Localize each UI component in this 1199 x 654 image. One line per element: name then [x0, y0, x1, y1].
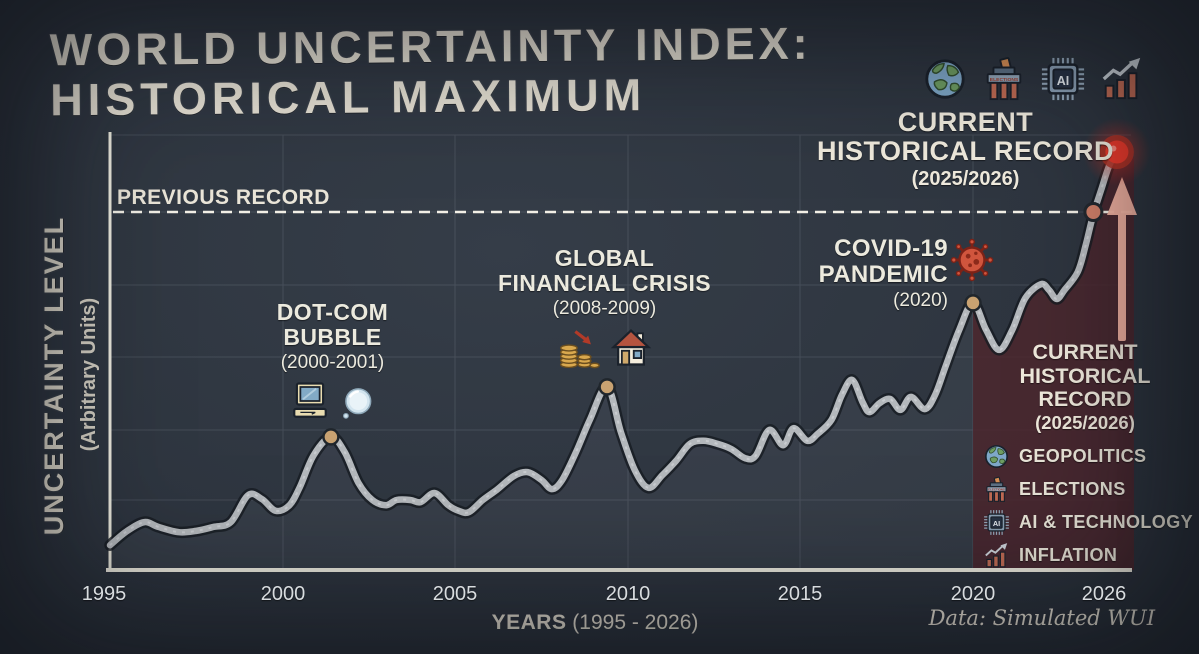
annotation-years: (2020): [893, 289, 948, 311]
side-record-callout: CURRENT HISTORICAL RECORD (2025/2026): [1001, 340, 1169, 433]
x-tick-label: 2026: [1081, 583, 1127, 605]
x-tick-label: 2020: [950, 583, 996, 605]
x-tick-label: 1995: [81, 583, 127, 605]
annotation-text: FINANCIAL CRISIS: [498, 270, 711, 297]
x-axis-title: YEARS (1995 - 2026): [430, 611, 760, 635]
x-tick-label: 2000: [260, 583, 306, 605]
annotation-text: COVID-19: [834, 235, 948, 262]
elections-icon: ELECTIONS: [983, 476, 1010, 503]
svg-text:AI: AI: [1057, 74, 1069, 88]
annotation-text: BUBBLE: [283, 324, 382, 351]
x-tick-label: 2010: [605, 583, 651, 605]
legend: GEOPOLITICS ELECTIONS ELECTIONS AI AI & TECH…: [983, 440, 1193, 572]
inflation-chart-icon: [1099, 56, 1145, 102]
record-callout-line-2: HISTORICAL RECORD: [816, 136, 1115, 167]
record-callout-years: (2025/2026): [911, 168, 1020, 191]
annotation-years: (2008-2009): [552, 297, 657, 319]
legend-label: INFLATION: [1019, 545, 1118, 565]
bubble-icon: [339, 385, 376, 422]
annotation-dotcom-bubble: DOT-COM BUBBLE (2000-2001): [235, 299, 430, 422]
x-axis-title-bold: YEARS: [491, 611, 567, 634]
svg-text:ELECTIONS: ELECTIONS: [990, 77, 1019, 83]
legend-label: AI & TECHNOLOGY: [1019, 512, 1194, 532]
annotation-covid-pandemic: COVID-19 PANDEMIC (2020): [768, 235, 948, 312]
legend-item-elections: ELECTIONS ELECTIONS: [983, 473, 1193, 506]
x-axis-title-rest: (1995 - 2026): [566, 611, 699, 634]
svg-text:AI: AI: [993, 519, 1000, 528]
side-record-line: CURRENT: [1032, 340, 1138, 364]
legend-label: ELECTIONS: [1019, 479, 1126, 499]
legend-item-geopolitics: GEOPOLITICS: [983, 440, 1193, 473]
x-tick-label: 2005: [432, 583, 478, 605]
gfc-icon-row: [462, 326, 747, 370]
dotcom-icon-row: [235, 380, 430, 422]
globe-icon: [983, 443, 1010, 470]
annotation-text: GLOBAL: [554, 245, 655, 271]
current-record-callout: CURRENT HISTORICAL RECORD (2025/2026): [808, 107, 1123, 191]
legend-label: GEOPOLITICS: [1019, 446, 1147, 466]
annotation-text: DOT-COM: [276, 299, 389, 325]
title-line-1: WORLD UNCERTAINTY INDEX:: [49, 17, 812, 76]
side-record-line: HISTORICAL: [1019, 363, 1151, 388]
inflation-chart-icon: [983, 542, 1010, 569]
annotation-text: PANDEMIC: [818, 261, 948, 289]
header-icon-row: ELECTIONS AI: [922, 56, 1145, 102]
title-line-2: HISTORICAL MAXIMUM: [50, 68, 647, 125]
record-callout-line-1: CURRENT: [897, 107, 1034, 137]
x-tick-label: 2015: [777, 583, 823, 605]
y-axis-subtitle: (Arbitrary Units): [78, 297, 100, 452]
side-record-years: (2025/2026): [1035, 411, 1135, 433]
svg-text:ELECTIONS: ELECTIONS: [988, 488, 1005, 492]
y-axis-title: UNCERTAINTY LEVEL: [39, 215, 69, 536]
data-source-note: Data: Simulated WUI: [928, 606, 1155, 630]
page-title: WORLD UNCERTAINTY INDEX: HISTORICAL MAXI…: [49, 17, 813, 125]
side-record-line: RECORD: [1038, 387, 1132, 412]
virus-icon: [949, 237, 995, 283]
computer-icon: [289, 380, 331, 422]
ai-chip-icon: AI: [1040, 56, 1086, 102]
legend-item-ai-technology: AI AI & TECHNOLOGY: [983, 506, 1193, 539]
legend-item-inflation: INFLATION: [983, 539, 1193, 572]
globe-icon: [922, 56, 968, 102]
annotation-years: (2000-2001): [280, 351, 385, 373]
elections-icon: ELECTIONS: [981, 56, 1027, 102]
coins-icon: [557, 326, 601, 370]
annotation-financial-crisis: GLOBAL FINANCIAL CRISIS (2008-2009): [462, 245, 747, 370]
ai-chip-icon: AI: [983, 509, 1010, 536]
previous-record-label: PREVIOUS RECORD: [117, 186, 330, 209]
house-icon: [609, 326, 653, 370]
